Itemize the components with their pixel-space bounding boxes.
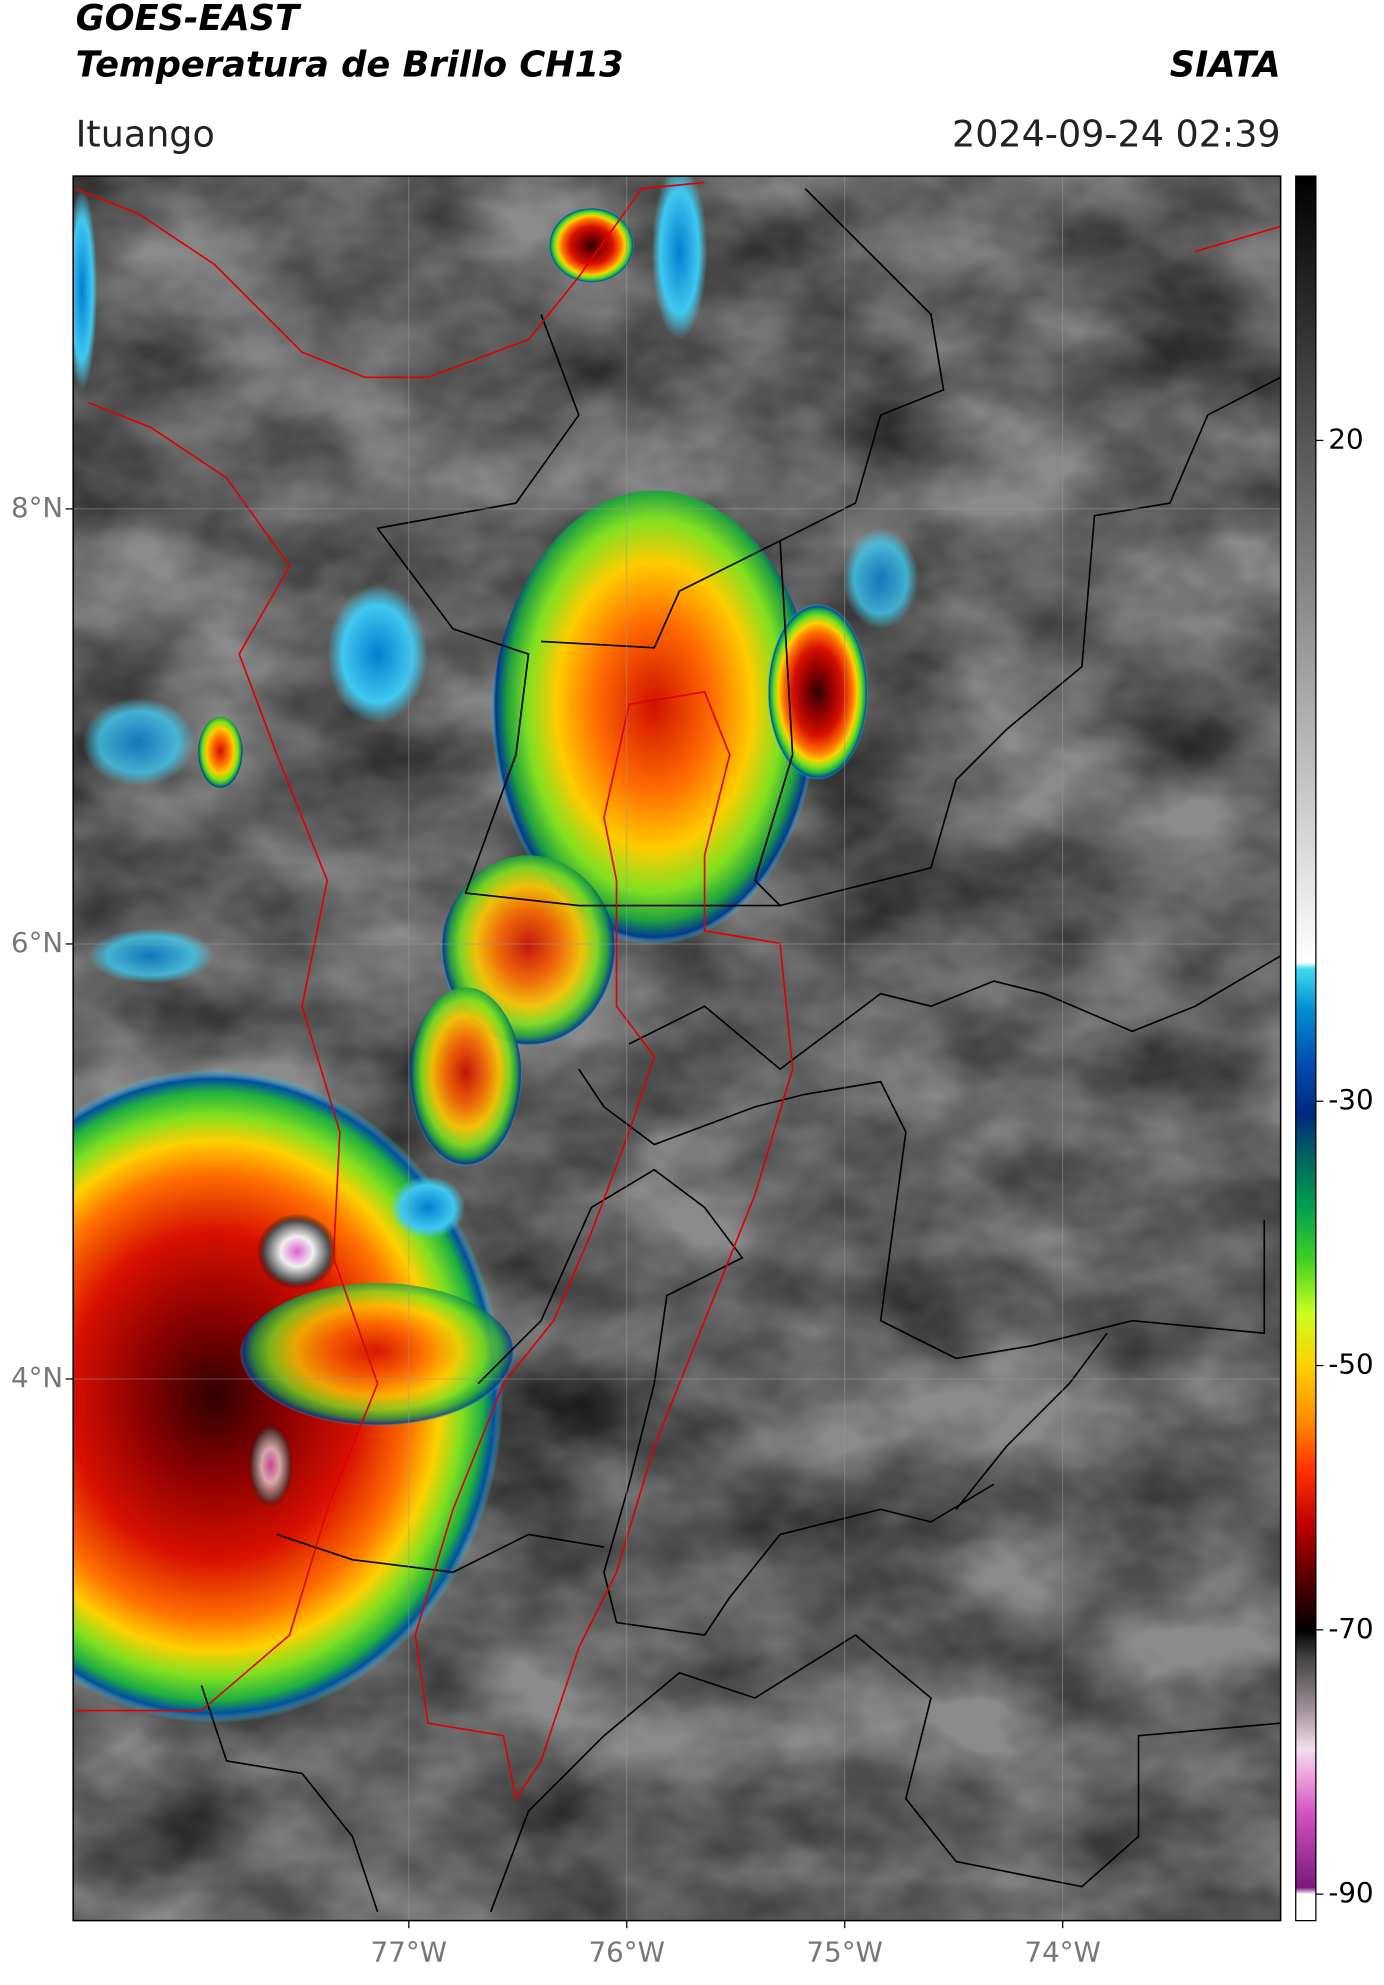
- colorbar: 20 -30 -50 -70 -90: [1295, 175, 1374, 1922]
- brand: SIATA: [1170, 45, 1281, 86]
- colorbar-fill: [1295, 175, 1317, 1922]
- title: GOES-EAST: [76, 0, 302, 39]
- lat-tick-label: 8°N: [11, 491, 63, 524]
- map-frame: [72, 175, 1282, 1922]
- lon-tick-label: 77°W: [371, 1935, 447, 1968]
- lat-tick-label: 6°N: [11, 926, 63, 959]
- satellite-image: [73, 176, 1281, 1921]
- colorbar-tick-label: -30: [1328, 1083, 1373, 1116]
- datetime: 2024-09-24 02:39: [952, 112, 1281, 155]
- lat-tick-label: 4°N: [11, 1361, 63, 1394]
- country-borders: [75, 181, 1281, 1801]
- colorbar-tick-label: 20: [1328, 422, 1363, 455]
- location: Ituango: [76, 112, 215, 155]
- lon-tick-label: 75°W: [807, 1935, 883, 1968]
- lon-tick-label: 74°W: [1024, 1935, 1100, 1968]
- admin-borders: [200, 188, 1281, 1913]
- colorbar-tick-label: -50: [1328, 1348, 1373, 1381]
- colorbar-tick-label: -70: [1328, 1612, 1373, 1645]
- lon-tick-label: 76°W: [589, 1935, 665, 1968]
- title: Temperatura de Brillo CH13: [76, 45, 624, 86]
- colorbar-tick-label: -90: [1328, 1876, 1373, 1909]
- graticule: [73, 176, 1281, 1921]
